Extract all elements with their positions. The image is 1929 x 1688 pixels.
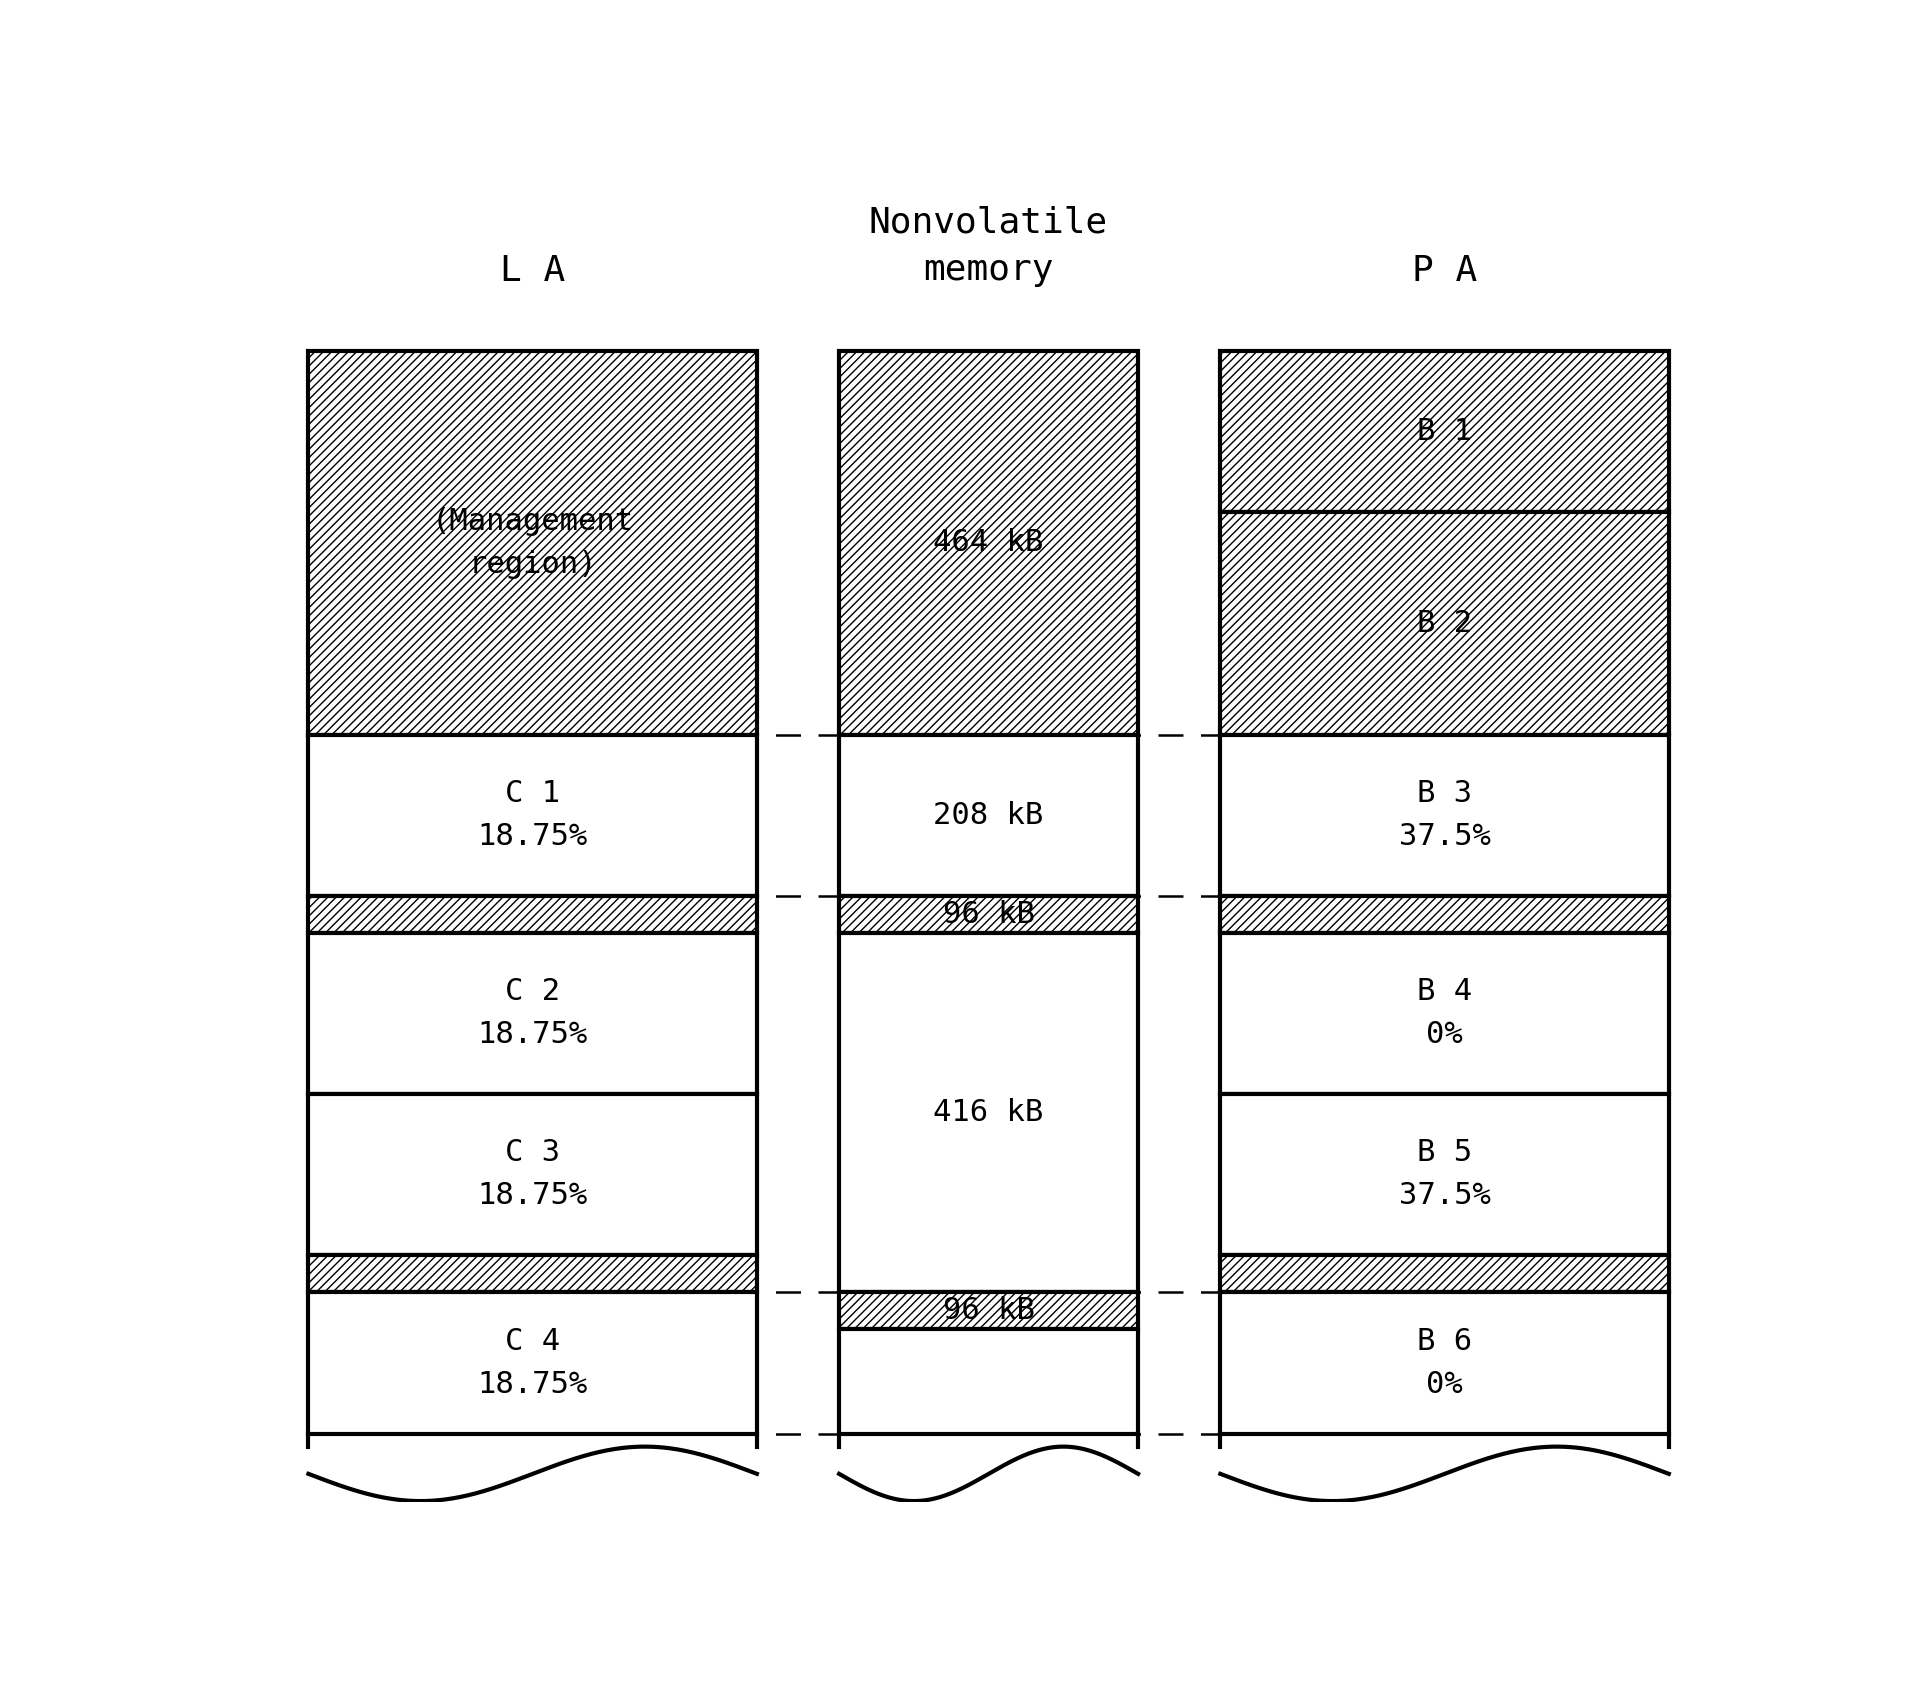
Text: B 1: B 1 — [1418, 417, 1472, 446]
Text: P A: P A — [1412, 253, 1478, 287]
Bar — [1221, 1094, 1669, 1254]
Bar — [1221, 1291, 1669, 1435]
Bar — [839, 1328, 1138, 1435]
Text: 208 kB: 208 kB — [934, 800, 1044, 830]
Bar — [309, 933, 756, 1094]
Bar — [1221, 734, 1669, 896]
Bar — [309, 1094, 756, 1254]
Text: L A: L A — [500, 253, 565, 287]
Bar — [1221, 511, 1669, 734]
Text: B 6
0%: B 6 0% — [1418, 1327, 1472, 1399]
Text: 464 kB: 464 kB — [934, 528, 1044, 557]
Bar — [309, 1254, 756, 1291]
Text: C 3
18.75%: C 3 18.75% — [478, 1138, 588, 1210]
Bar — [839, 896, 1138, 933]
Bar — [1221, 933, 1669, 1094]
Text: 96 kB: 96 kB — [943, 900, 1034, 928]
Bar — [839, 933, 1138, 1291]
Bar — [309, 351, 756, 734]
Text: B 5
37.5%: B 5 37.5% — [1399, 1138, 1491, 1210]
Bar — [839, 1291, 1138, 1328]
Text: C 1
18.75%: C 1 18.75% — [478, 780, 588, 851]
Bar — [839, 351, 1138, 734]
Text: 416 kB: 416 kB — [934, 1097, 1044, 1128]
Bar — [1221, 351, 1669, 511]
Text: Nonvolatile
memory: Nonvolatile memory — [868, 206, 1109, 287]
Bar — [839, 734, 1138, 896]
Bar — [309, 896, 756, 933]
Text: C 2
18.75%: C 2 18.75% — [478, 977, 588, 1050]
Bar — [1221, 896, 1669, 933]
Text: 96 kB: 96 kB — [943, 1296, 1034, 1325]
Text: (Management
region): (Management region) — [432, 506, 635, 579]
Text: B 3
37.5%: B 3 37.5% — [1399, 780, 1491, 851]
Text: C 4
18.75%: C 4 18.75% — [478, 1327, 588, 1399]
Bar — [309, 1291, 756, 1435]
Text: B 2: B 2 — [1418, 609, 1472, 638]
Bar — [1221, 1254, 1669, 1291]
Text: B 4
0%: B 4 0% — [1418, 977, 1472, 1050]
Bar — [309, 734, 756, 896]
